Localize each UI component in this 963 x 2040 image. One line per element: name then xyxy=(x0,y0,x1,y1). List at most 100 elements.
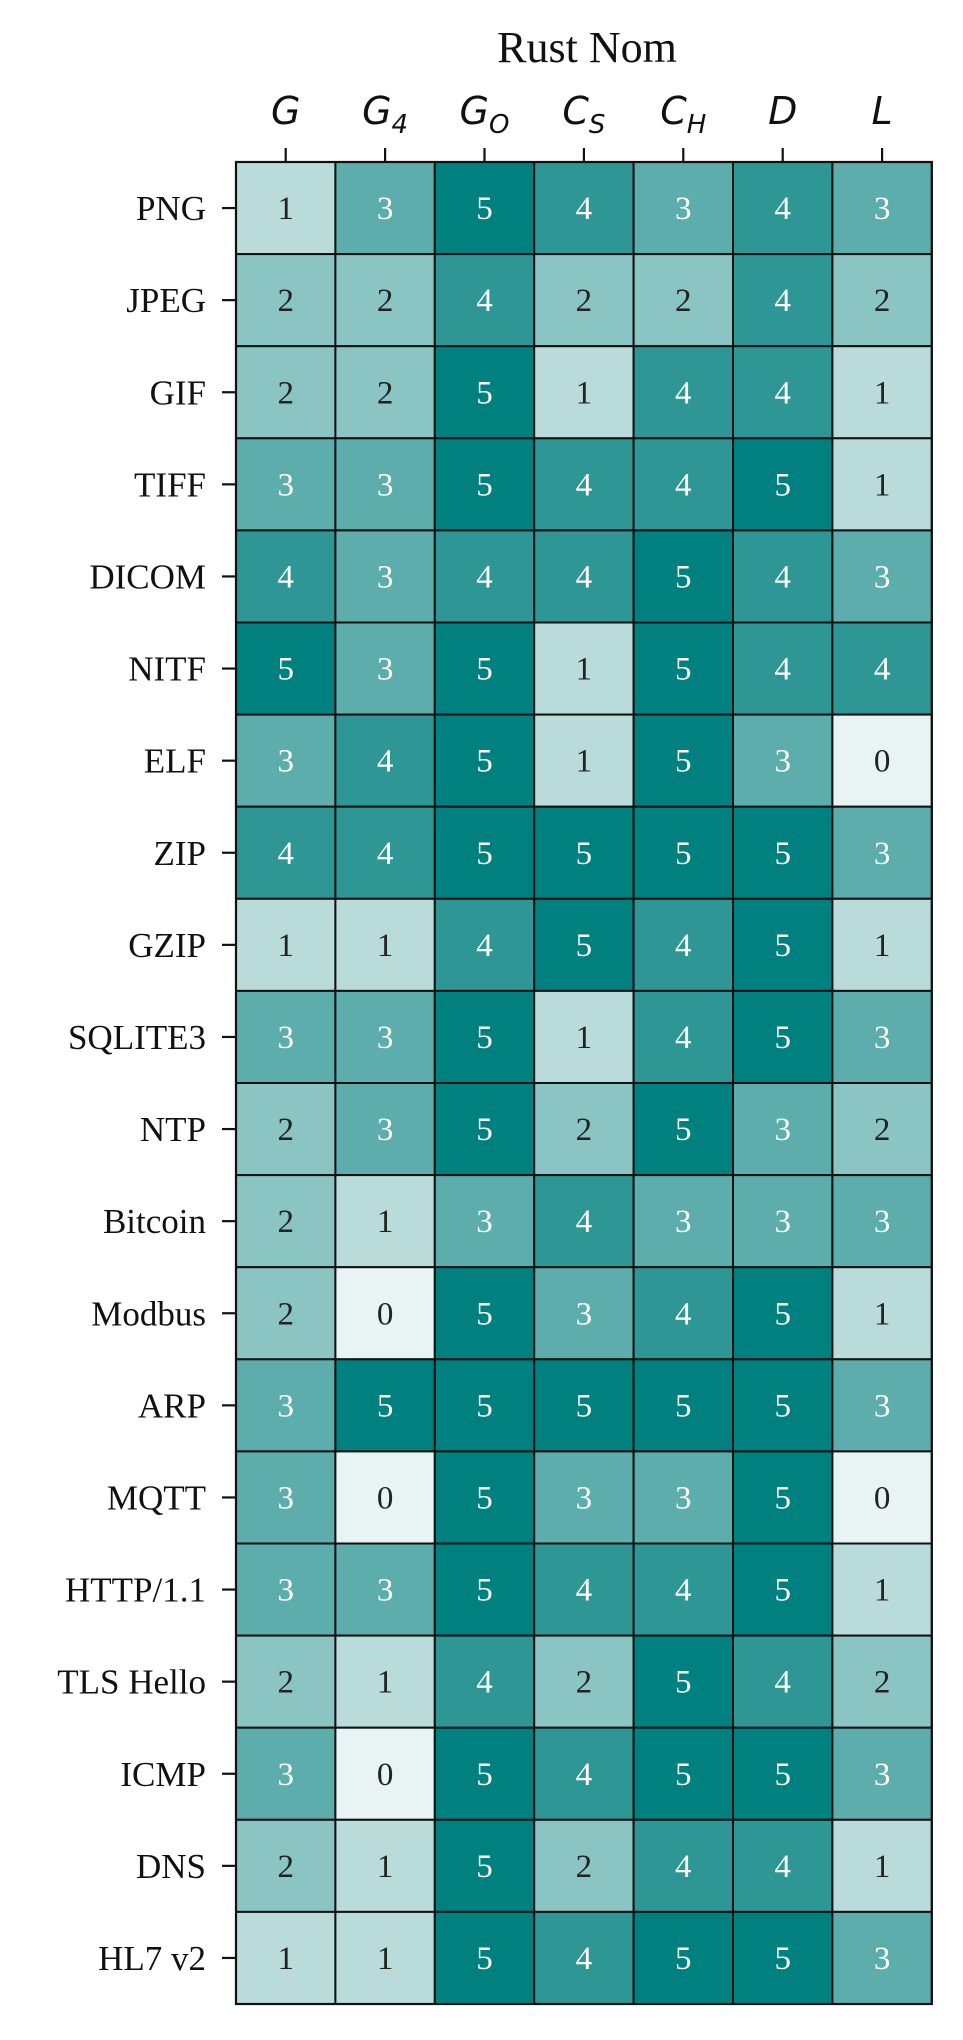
cell-value-label: 4 xyxy=(675,1573,692,1609)
heatmap-cell xyxy=(831,1634,933,1729)
cell-value-label: 5 xyxy=(675,1112,692,1148)
heatmap-cell xyxy=(632,805,734,900)
cell-value-label: 5 xyxy=(476,744,493,780)
heatmap-cell xyxy=(533,1082,635,1177)
heatmap-cell xyxy=(533,1358,635,1453)
cell-value-label: 4 xyxy=(774,375,791,411)
heatmap-cell xyxy=(235,1634,337,1729)
heatmap-cell xyxy=(533,1450,635,1545)
cell-value-label: 1 xyxy=(576,375,593,411)
cell-value-label: 2 xyxy=(675,283,692,319)
cell-value-label: 4 xyxy=(576,1757,593,1793)
heatmap-cell xyxy=(533,805,635,900)
heatmap-cell xyxy=(831,253,933,348)
cell-value-label: 5 xyxy=(576,836,593,872)
cell-value-label: 1 xyxy=(874,1573,891,1609)
heatmap-cell xyxy=(334,1082,436,1177)
cell-value-label: 1 xyxy=(874,928,891,964)
row-label: DNS xyxy=(136,1847,206,1886)
row-label: ZIP xyxy=(154,834,207,873)
cell-value-label: 4 xyxy=(277,559,294,595)
cell-value-label: 5 xyxy=(277,652,294,688)
heatmap-cell xyxy=(433,989,536,1085)
row-label: ELF xyxy=(144,742,206,781)
cell-value-label: 5 xyxy=(476,1020,493,1056)
cell-value-label: 4 xyxy=(774,559,791,595)
cell-value-label: 2 xyxy=(277,283,294,319)
heatmap-cell xyxy=(632,621,734,716)
cell-value-label: 3 xyxy=(576,1480,593,1516)
heatmap-cell xyxy=(235,529,337,624)
cell-value-label: 3 xyxy=(675,1204,692,1240)
row-label: TLS Hello xyxy=(57,1663,206,1702)
cell-value-label: 4 xyxy=(774,191,791,227)
cell-value-label: 1 xyxy=(576,652,593,688)
heatmap-cell xyxy=(235,161,337,256)
cell-value-label: 3 xyxy=(774,744,791,780)
heatmap-cell xyxy=(732,1450,834,1545)
heatmap-cell xyxy=(732,345,834,440)
cell-value-label: 1 xyxy=(576,1020,593,1056)
cell-value-label: 5 xyxy=(774,1941,791,1977)
cell-value-label: 3 xyxy=(277,1020,294,1056)
cell-value-label: 5 xyxy=(476,1480,493,1516)
cell-value-label: 4 xyxy=(277,836,294,872)
cell-value-label: 4 xyxy=(874,652,891,688)
heatmap-cell xyxy=(632,1726,734,1821)
cell-value-label: 5 xyxy=(774,467,791,503)
cell-value-label: 1 xyxy=(874,1849,891,1885)
cell-value-label: 0 xyxy=(874,744,891,780)
cell-value-label: 3 xyxy=(476,1204,493,1240)
heatmap-cell xyxy=(433,345,536,440)
heatmap-cell xyxy=(632,1174,734,1269)
cell-value-label: 5 xyxy=(774,1757,791,1793)
column-labels: G G4 GO CS CH D L xyxy=(271,89,893,140)
heatmap-cell xyxy=(632,1266,734,1361)
row-label: HTTP/1.1 xyxy=(65,1571,206,1610)
cell-value-label: 5 xyxy=(476,191,493,227)
heatmap-cell xyxy=(732,437,834,532)
heatmap-cell xyxy=(433,1082,536,1177)
heatmap-cell xyxy=(235,1910,337,2006)
cell-value-label: 4 xyxy=(576,559,593,595)
cell-value-label: 4 xyxy=(476,559,493,595)
cell-value-label: 5 xyxy=(476,1296,493,1332)
heatmap-cell xyxy=(235,713,337,808)
cell-value-label: 2 xyxy=(874,283,891,319)
heatmap-cell xyxy=(831,1726,933,1821)
heatmap-cell xyxy=(831,989,933,1085)
heatmap-cell xyxy=(433,1726,536,1821)
cell-value-label: 5 xyxy=(675,1757,692,1793)
cell-value-label: 4 xyxy=(476,283,493,319)
heatmap-cell xyxy=(732,989,834,1085)
cell-value-label: 1 xyxy=(874,467,891,503)
row-label: NITF xyxy=(128,650,206,689)
heatmap-cell xyxy=(632,1910,734,2006)
heatmap-cell xyxy=(433,1818,536,1913)
cell-value-label: 3 xyxy=(874,1388,891,1424)
cell-value-label: 5 xyxy=(774,1388,791,1424)
cell-value-label: 5 xyxy=(476,1388,493,1424)
cell-value-label: 1 xyxy=(277,928,294,964)
cell-value-label: 5 xyxy=(675,1665,692,1701)
plot-frame xyxy=(234,160,933,2006)
cell-value-label: 3 xyxy=(576,1296,593,1332)
heatmap-cell xyxy=(831,1082,933,1177)
heatmap-cell xyxy=(433,897,536,992)
heatmap-cell xyxy=(533,1726,635,1821)
heatmap-cell xyxy=(732,1174,834,1269)
heatmap-cell xyxy=(831,1358,933,1453)
cell-value-label: 5 xyxy=(476,1112,493,1148)
heatmap-cell xyxy=(632,1358,734,1453)
heatmap-cell xyxy=(632,989,734,1085)
heatmap-cell xyxy=(334,1174,436,1269)
cell-value-label: 3 xyxy=(277,1757,294,1793)
cell-value-label: 5 xyxy=(476,1757,493,1793)
cell-value-label: 3 xyxy=(377,1573,394,1609)
column-label: CS xyxy=(562,89,605,140)
heatmap-cell xyxy=(632,253,734,348)
heatmap-cell xyxy=(433,253,536,348)
cell-value-label: 2 xyxy=(377,283,394,319)
heatmap-cell xyxy=(732,713,834,808)
heatmap-cell xyxy=(235,437,337,532)
